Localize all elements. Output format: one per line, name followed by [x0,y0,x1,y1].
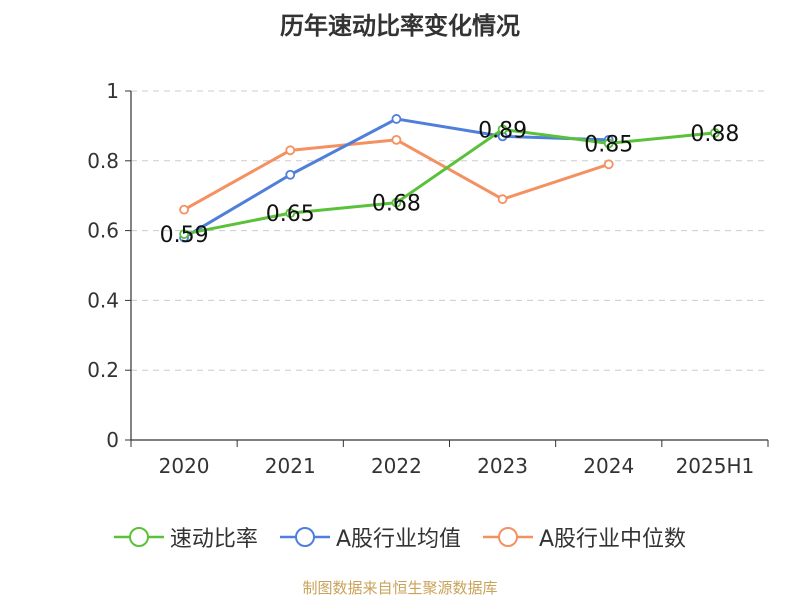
series-line-0 [183,127,716,236]
x-tick-label: 2024 [583,454,634,478]
data-point-0 [497,124,508,135]
legend-label: A股行业中位数 [539,527,687,552]
data-point-0 [710,127,720,138]
x-tick-label: 2022 [371,454,422,478]
legend-symbol-icon [113,527,164,547]
legend-marker [294,527,315,547]
data-labels: 0.59 0.65 0.68 0.89 0.85 0.88 [160,118,740,248]
grid-lines [131,90,768,371]
data-point-0 [391,197,402,208]
legend-marker [498,527,518,547]
data-point-2 [285,145,296,156]
series-lines [179,114,720,243]
data-point-2 [179,204,189,215]
y-tick-label: 0.6 [87,219,119,243]
data-label: 0.65 [266,202,315,227]
data-label: 0.68 [372,192,421,217]
legend: 速动比率 A股行业均值 A股行业中位数 [0,520,800,554]
data-point-1 [391,114,402,124]
x-tick-label: 2020 [159,454,210,478]
data-label: 0.89 [478,118,527,143]
data-point-0 [179,229,189,239]
data-point-0 [285,208,296,219]
axes: 0 0.2 0.4 0.6 0.8 1 2020 2021 2022 2023 2024 2025H1 [87,79,769,478]
y-tick-label: 1 [106,79,119,103]
data-label: 0.85 [584,132,633,157]
x-tick-label: 2023 [477,454,528,478]
data-label: 0.59 [160,223,209,248]
legend-symbol-icon [279,527,330,547]
y-tick-label: 0.8 [87,149,119,173]
x-tick-label: 2021 [265,454,316,478]
y-tick-label: 0 [106,428,119,452]
legend-marker [128,527,149,547]
source-note: 制图数据来自恒生聚源数据库 [302,579,498,597]
y-tick-label: 0.4 [87,288,119,312]
data-point-2 [497,194,508,205]
x-tick-label: 2025H1 [676,454,755,478]
data-point-0 [603,138,614,149]
legend-label: 速动比率 [169,527,258,552]
legend-item-1[interactable]: A股行业均值 [279,521,461,553]
legend-label: A股行业均值 [335,527,461,552]
data-label: 0.88 [690,122,739,147]
y-tick-label: 0.2 [87,358,119,382]
legend-item-2[interactable]: A股行业中位数 [483,521,686,553]
data-point-1 [285,169,296,180]
legend-item-0[interactable]: 速动比率 [113,521,258,553]
chart-title: 历年速动比率变化情况 [280,12,520,40]
data-point-2 [603,159,614,170]
data-point-2 [391,134,402,145]
legend-symbol-icon [483,527,533,547]
